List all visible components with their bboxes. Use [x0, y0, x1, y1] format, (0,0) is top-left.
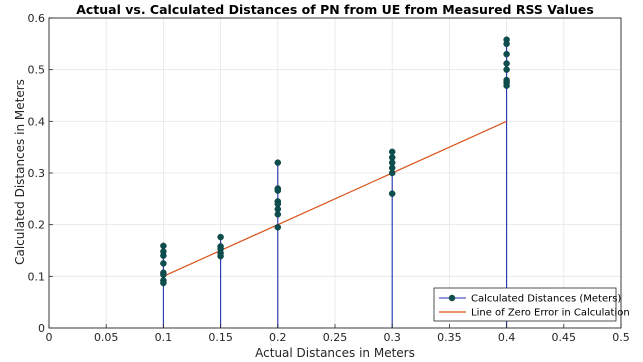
data-point — [388, 169, 396, 177]
chart-title: Actual vs. Calculated Distances of PN fr… — [76, 2, 594, 17]
data-point — [160, 279, 167, 287]
x-tick-label: 0.4 — [498, 331, 516, 344]
y-tick-label: 0.3 — [28, 167, 46, 180]
data-point — [503, 60, 510, 67]
x-tick-label: 0.25 — [323, 331, 348, 344]
y-tick-label: 0.6 — [28, 12, 46, 25]
x-axis-title: Actual Distances in Meters — [255, 346, 415, 360]
data-point — [160, 252, 167, 259]
data-point — [160, 260, 167, 267]
data-point — [274, 224, 282, 231]
data-point — [160, 271, 167, 279]
data-point — [503, 40, 510, 48]
data-point — [217, 252, 224, 260]
data-point — [388, 148, 396, 156]
legend-box — [433, 287, 617, 322]
y-tick-label: 0 — [38, 322, 45, 335]
legend-label-calculated: Calculated Distances (Meters) — [471, 294, 621, 305]
data-point — [274, 159, 282, 166]
x-tick-label: 0.3 — [383, 331, 401, 344]
x-tick-label: 0.2 — [269, 331, 287, 344]
x-tick-label: 0.05 — [94, 331, 119, 344]
y-tick-label: 0.5 — [28, 64, 46, 77]
data-point — [388, 190, 396, 197]
data-point — [217, 233, 224, 241]
data-point — [160, 242, 167, 250]
legend-label-zero-error: Line of Zero Error in Calculation — [471, 308, 630, 319]
x-tick-label: 0.45 — [552, 331, 577, 344]
data-point — [274, 187, 282, 194]
x-tick-label: 0.15 — [208, 331, 233, 344]
x-tick-label: 0.35 — [437, 331, 462, 344]
legend-marker-calculated — [448, 294, 456, 302]
x-tick-label: 0.1 — [155, 331, 173, 344]
data-point — [503, 82, 510, 89]
y-tick-label: 0.2 — [28, 219, 46, 232]
x-tick-label: 0.5 — [612, 331, 630, 344]
y-tick-label: 0.1 — [28, 270, 46, 283]
legend: Calculated Distances (Meters) Line of Ze… — [433, 287, 630, 322]
y-axis-title: Calculated Distances in Meters — [13, 79, 27, 265]
data-point — [274, 211, 282, 218]
axes: 0 0.05 0.1 0.15 0.2 0.25 0.3 0.35 0.4 0.45 0.5 0 0.1… — [28, 12, 630, 344]
y-tick-label: 0.4 — [28, 115, 46, 128]
plot-series — [160, 36, 510, 328]
data-point — [503, 66, 510, 73]
data-point — [503, 50, 510, 58]
x-tick-label: 0 — [46, 331, 53, 344]
